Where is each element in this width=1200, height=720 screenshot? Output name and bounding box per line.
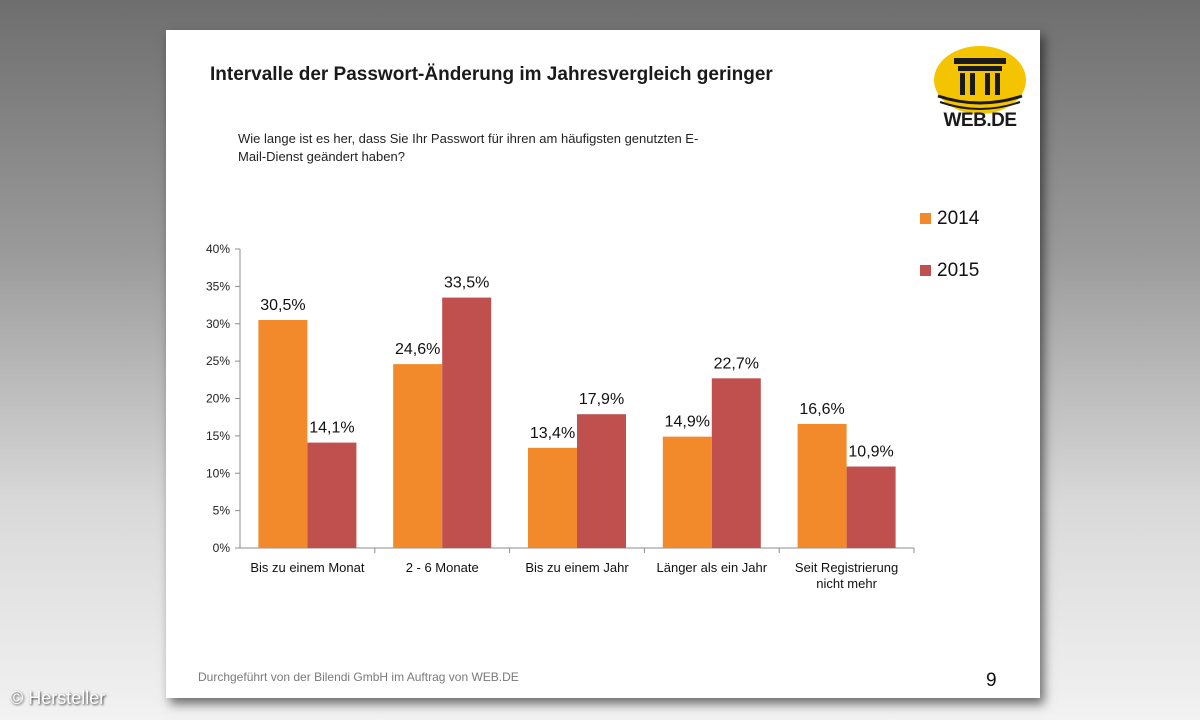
brandenburg-gate-logo-icon — [934, 46, 1026, 114]
legend-label-2014: 2014 — [937, 208, 980, 229]
x-category-label-3-0: Länger als ein Jahr — [657, 560, 768, 575]
bar-2014-1 — [393, 364, 443, 548]
survey-question: Wie lange ist es her, dass Sie Ihr Passw… — [238, 130, 768, 166]
bar-chart: 0% 5% 10% 15% 20% 25% 30% 35% 40% 30,5% 14,1% Bis z… — [206, 208, 980, 591]
page-number: 9 — [986, 670, 997, 691]
slide-title: Intervalle der Passwort-Änderung im Jahr… — [210, 64, 773, 85]
bar-2014-4 — [797, 423, 847, 548]
image-credit: © Hersteller — [10, 688, 106, 708]
data-label-2015-3: 22,7% — [714, 355, 759, 372]
y-tick-label: 35% — [206, 279, 230, 293]
x-category-label-4-0: Seit Registrierung — [795, 560, 898, 575]
bar-2014-2 — [528, 447, 577, 548]
x-category-label-0-0: Bis zu einem Monat — [250, 560, 365, 575]
survey-question-line-1: Wie lange ist es her, dass Sie Ihr Passw… — [238, 131, 699, 146]
y-tick-label: 5% — [213, 504, 231, 518]
x-category-label-1-0: 2 - 6 Monate — [406, 560, 479, 575]
data-label-2014-4: 16,6% — [799, 401, 844, 418]
x-category-label-2-0: Bis zu einem Jahr — [525, 560, 629, 575]
logo-wordmark: WEB.DE — [943, 110, 1018, 131]
bar-2014-0 — [258, 320, 308, 548]
legend-label-2015: 2015 — [937, 260, 979, 281]
data-label-2015-2: 17,9% — [579, 391, 624, 408]
y-tick-label: 0% — [213, 541, 231, 555]
data-label-2015-0: 14,1% — [309, 420, 354, 437]
data-label-2014-0: 30,5% — [260, 297, 305, 314]
bar-2015-3 — [711, 378, 761, 548]
bar-2014-3 — [662, 436, 712, 548]
footer-source: Durchgeführt von der Bilendi GmbH im Auf… — [198, 670, 519, 684]
survey-question-line-2: Mail-Dienst geändert haben? — [238, 149, 405, 164]
legend-swatch-2015 — [920, 265, 931, 276]
data-label-2015-4: 10,9% — [848, 444, 893, 461]
data-label-2014-2: 13,4% — [530, 425, 575, 442]
data-label-2014-1: 24,6% — [395, 341, 440, 358]
data-label-2014-3: 14,9% — [665, 414, 710, 431]
legend-swatch-2014 — [920, 213, 931, 224]
data-label-2015-1: 33,5% — [444, 275, 489, 292]
bar-2015-4 — [846, 466, 896, 548]
y-tick-label: 15% — [206, 429, 230, 443]
y-tick-label: 30% — [206, 317, 230, 331]
y-tick-label: 10% — [206, 466, 230, 480]
bar-2015-0 — [307, 442, 357, 548]
y-tick-label: 20% — [206, 392, 230, 406]
bar-2015-2 — [577, 414, 626, 548]
bar-2015-1 — [442, 297, 492, 548]
y-tick-label: 40% — [206, 242, 230, 256]
x-category-label-4-1: nicht mehr — [816, 576, 877, 591]
slide: Intervalle der Passwort-Änderung im Jahr… — [166, 30, 1040, 698]
y-tick-label: 25% — [206, 354, 230, 368]
